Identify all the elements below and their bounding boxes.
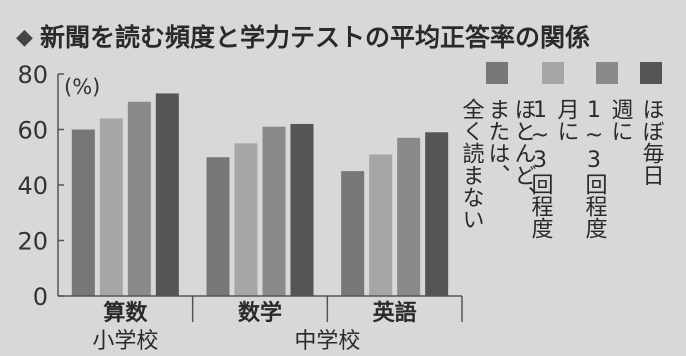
bar-1-1 bbox=[234, 143, 258, 296]
legend-swatch-2 bbox=[596, 62, 618, 84]
legend-swatch-1 bbox=[542, 62, 564, 84]
bar-2-3 bbox=[425, 132, 449, 296]
y-tick-label: 80 bbox=[17, 61, 48, 89]
y-tick-label: 40 bbox=[17, 172, 48, 200]
y-tick-label: 20 bbox=[17, 228, 48, 256]
chart-title-text: 新聞を読む頻度と学力テストの平均正答率の関係 bbox=[40, 23, 590, 52]
legend-label-1: 月に1~3回程度 bbox=[528, 98, 580, 239]
y-axis: 0 20 40 60 80 (%) bbox=[17, 61, 100, 311]
bar-1-2 bbox=[262, 126, 286, 296]
y-unit-label: (%) bbox=[64, 75, 100, 99]
bar-0-1 bbox=[99, 118, 123, 297]
title-marker-icon: ◆ bbox=[16, 25, 33, 50]
legend: ほとんど、または、全く読まない 月に1~3回程度 週に1~3回程度 ほぼ毎日 bbox=[459, 62, 665, 239]
bar-2-0 bbox=[341, 171, 365, 296]
bar-0-3 bbox=[155, 93, 179, 296]
bar-1-3 bbox=[290, 123, 314, 296]
x-tick-label: 英語 bbox=[373, 300, 417, 326]
x-tick-label: 算数 bbox=[103, 300, 148, 326]
y-tick-label: 0 bbox=[33, 283, 48, 311]
chart-title: ◆ 新聞を読む頻度と学力テストの平均正答率の関係 bbox=[16, 23, 590, 52]
legend-swatch-0 bbox=[486, 62, 508, 84]
bar-1-0 bbox=[206, 157, 230, 296]
bar-0-0 bbox=[71, 129, 95, 296]
legend-swatch-3 bbox=[640, 62, 662, 84]
group-label: 小学校 bbox=[92, 329, 158, 354]
group-label: 中学校 bbox=[294, 329, 360, 354]
bars bbox=[71, 93, 449, 297]
bar-0-2 bbox=[127, 101, 151, 296]
legend-label-3: ほぼ毎日 bbox=[639, 98, 665, 186]
bar-2-2 bbox=[397, 137, 421, 296]
x-tick-label: 数学 bbox=[238, 300, 282, 326]
bar-2-1 bbox=[369, 154, 393, 296]
legend-label-2: 週に1~3回程度 bbox=[582, 98, 634, 239]
legend-label-0: ほとんど、または、全く読まない bbox=[459, 98, 536, 230]
y-tick-label: 60 bbox=[17, 117, 48, 145]
